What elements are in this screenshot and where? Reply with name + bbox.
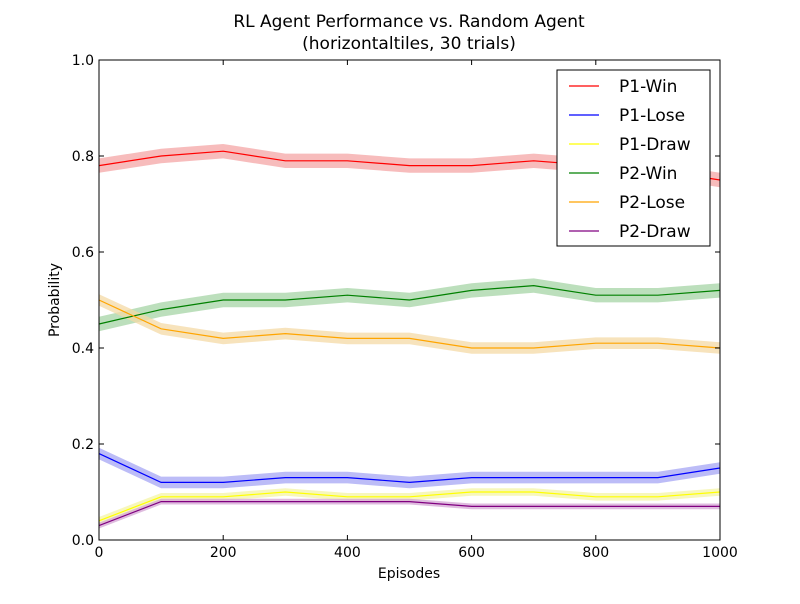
x-tick-label: 0: [95, 545, 104, 561]
y-tick-label: 0.8: [72, 149, 94, 165]
x-tick-label: 800: [582, 545, 609, 561]
legend-label-p2-win: P2-Win: [619, 164, 677, 184]
plot-frame: [98, 59, 721, 541]
legend-box: [556, 69, 711, 247]
legend-label-p1-draw: P1-Draw: [619, 135, 691, 155]
x-tick-label: 200: [210, 545, 237, 561]
axis-ticks: 0 200 400 600 800 1000 0.0 0.2 0.4 0.6 0.8 1.0: [72, 53, 738, 561]
chart-title: RL Agent Performance vs. Random Agent: [233, 12, 585, 32]
y-tick-label: 0.4: [72, 341, 94, 357]
x-axis-label: Episodes: [378, 566, 440, 582]
legend-label-p2-draw: P2-Draw: [619, 222, 691, 242]
legend: P1-Win P1-Lose P1-Draw P2-Win P2-Lose P2-Draw: [556, 69, 711, 247]
legend-label-p2-lose: P2-Lose: [619, 193, 685, 213]
legend-label-p1-win: P1-Win: [619, 77, 677, 97]
chart-subtitle: (horizontaltiles, 30 trials): [302, 34, 516, 54]
legend-label-p1-lose: P1-Lose: [619, 106, 685, 126]
y-tick-label: 1.0: [72, 53, 94, 69]
y-tick-label: 0.0: [72, 533, 94, 549]
band-p2-win: [99, 278, 720, 332]
series-line-p2-win: [98, 284, 721, 325]
y-tick-label: 0.2: [72, 437, 94, 453]
x-tick-label: 400: [334, 545, 361, 561]
band-p2-lose: [99, 294, 720, 354]
y-tick-label: 0.6: [72, 245, 94, 261]
series-line-p1-lose: [98, 453, 721, 484]
series-line-p1-draw: [98, 491, 721, 522]
y-axis-label: Probability: [47, 263, 63, 337]
series-line-p2-draw: [98, 501, 720, 527]
series-line-p2-lose: [98, 299, 721, 349]
x-tick-label: 600: [458, 545, 485, 561]
x-tick-label: 1000: [702, 545, 738, 561]
band-p1-draw: [99, 488, 720, 525]
band-p2-draw: [99, 498, 720, 529]
